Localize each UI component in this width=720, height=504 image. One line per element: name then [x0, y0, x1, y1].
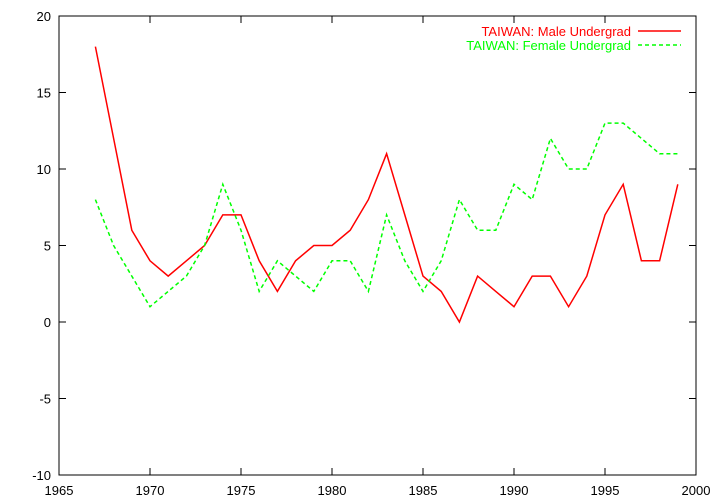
x-tick-label: 1975 [227, 483, 256, 498]
series-line-1 [94, 46, 679, 324]
y-tick-label: -10 [32, 468, 51, 483]
series-line-2 [94, 122, 678, 308]
x-tick-label: 2000 [682, 483, 711, 498]
plot-frame [58, 15, 697, 476]
y-tick-label: 15 [37, 86, 51, 101]
x-tick-label: 1985 [409, 483, 438, 498]
y-tick-label: 10 [37, 162, 51, 177]
y-tick-label: 20 [37, 9, 51, 24]
y-tick-label: 5 [44, 239, 51, 254]
y-tick-label: -5 [39, 392, 51, 407]
legend-label-1: TAIWAN: Male Undergrad [481, 24, 631, 39]
legend-label-2: TAIWAN: Female Undergrad [466, 38, 631, 53]
x-tick-label: 1970 [136, 483, 165, 498]
x-tick-label: 1990 [500, 483, 529, 498]
x-tick-label: 1965 [45, 483, 74, 498]
x-tick-label: 1980 [318, 483, 347, 498]
x-tick-label: 1995 [591, 483, 620, 498]
axis-ticks: -10 -5 0 5 10 15 20 1965 1970 1975 1980 1985 1990 199… [32, 9, 710, 498]
y-tick-label: 0 [44, 315, 51, 330]
series-group [94, 46, 679, 324]
